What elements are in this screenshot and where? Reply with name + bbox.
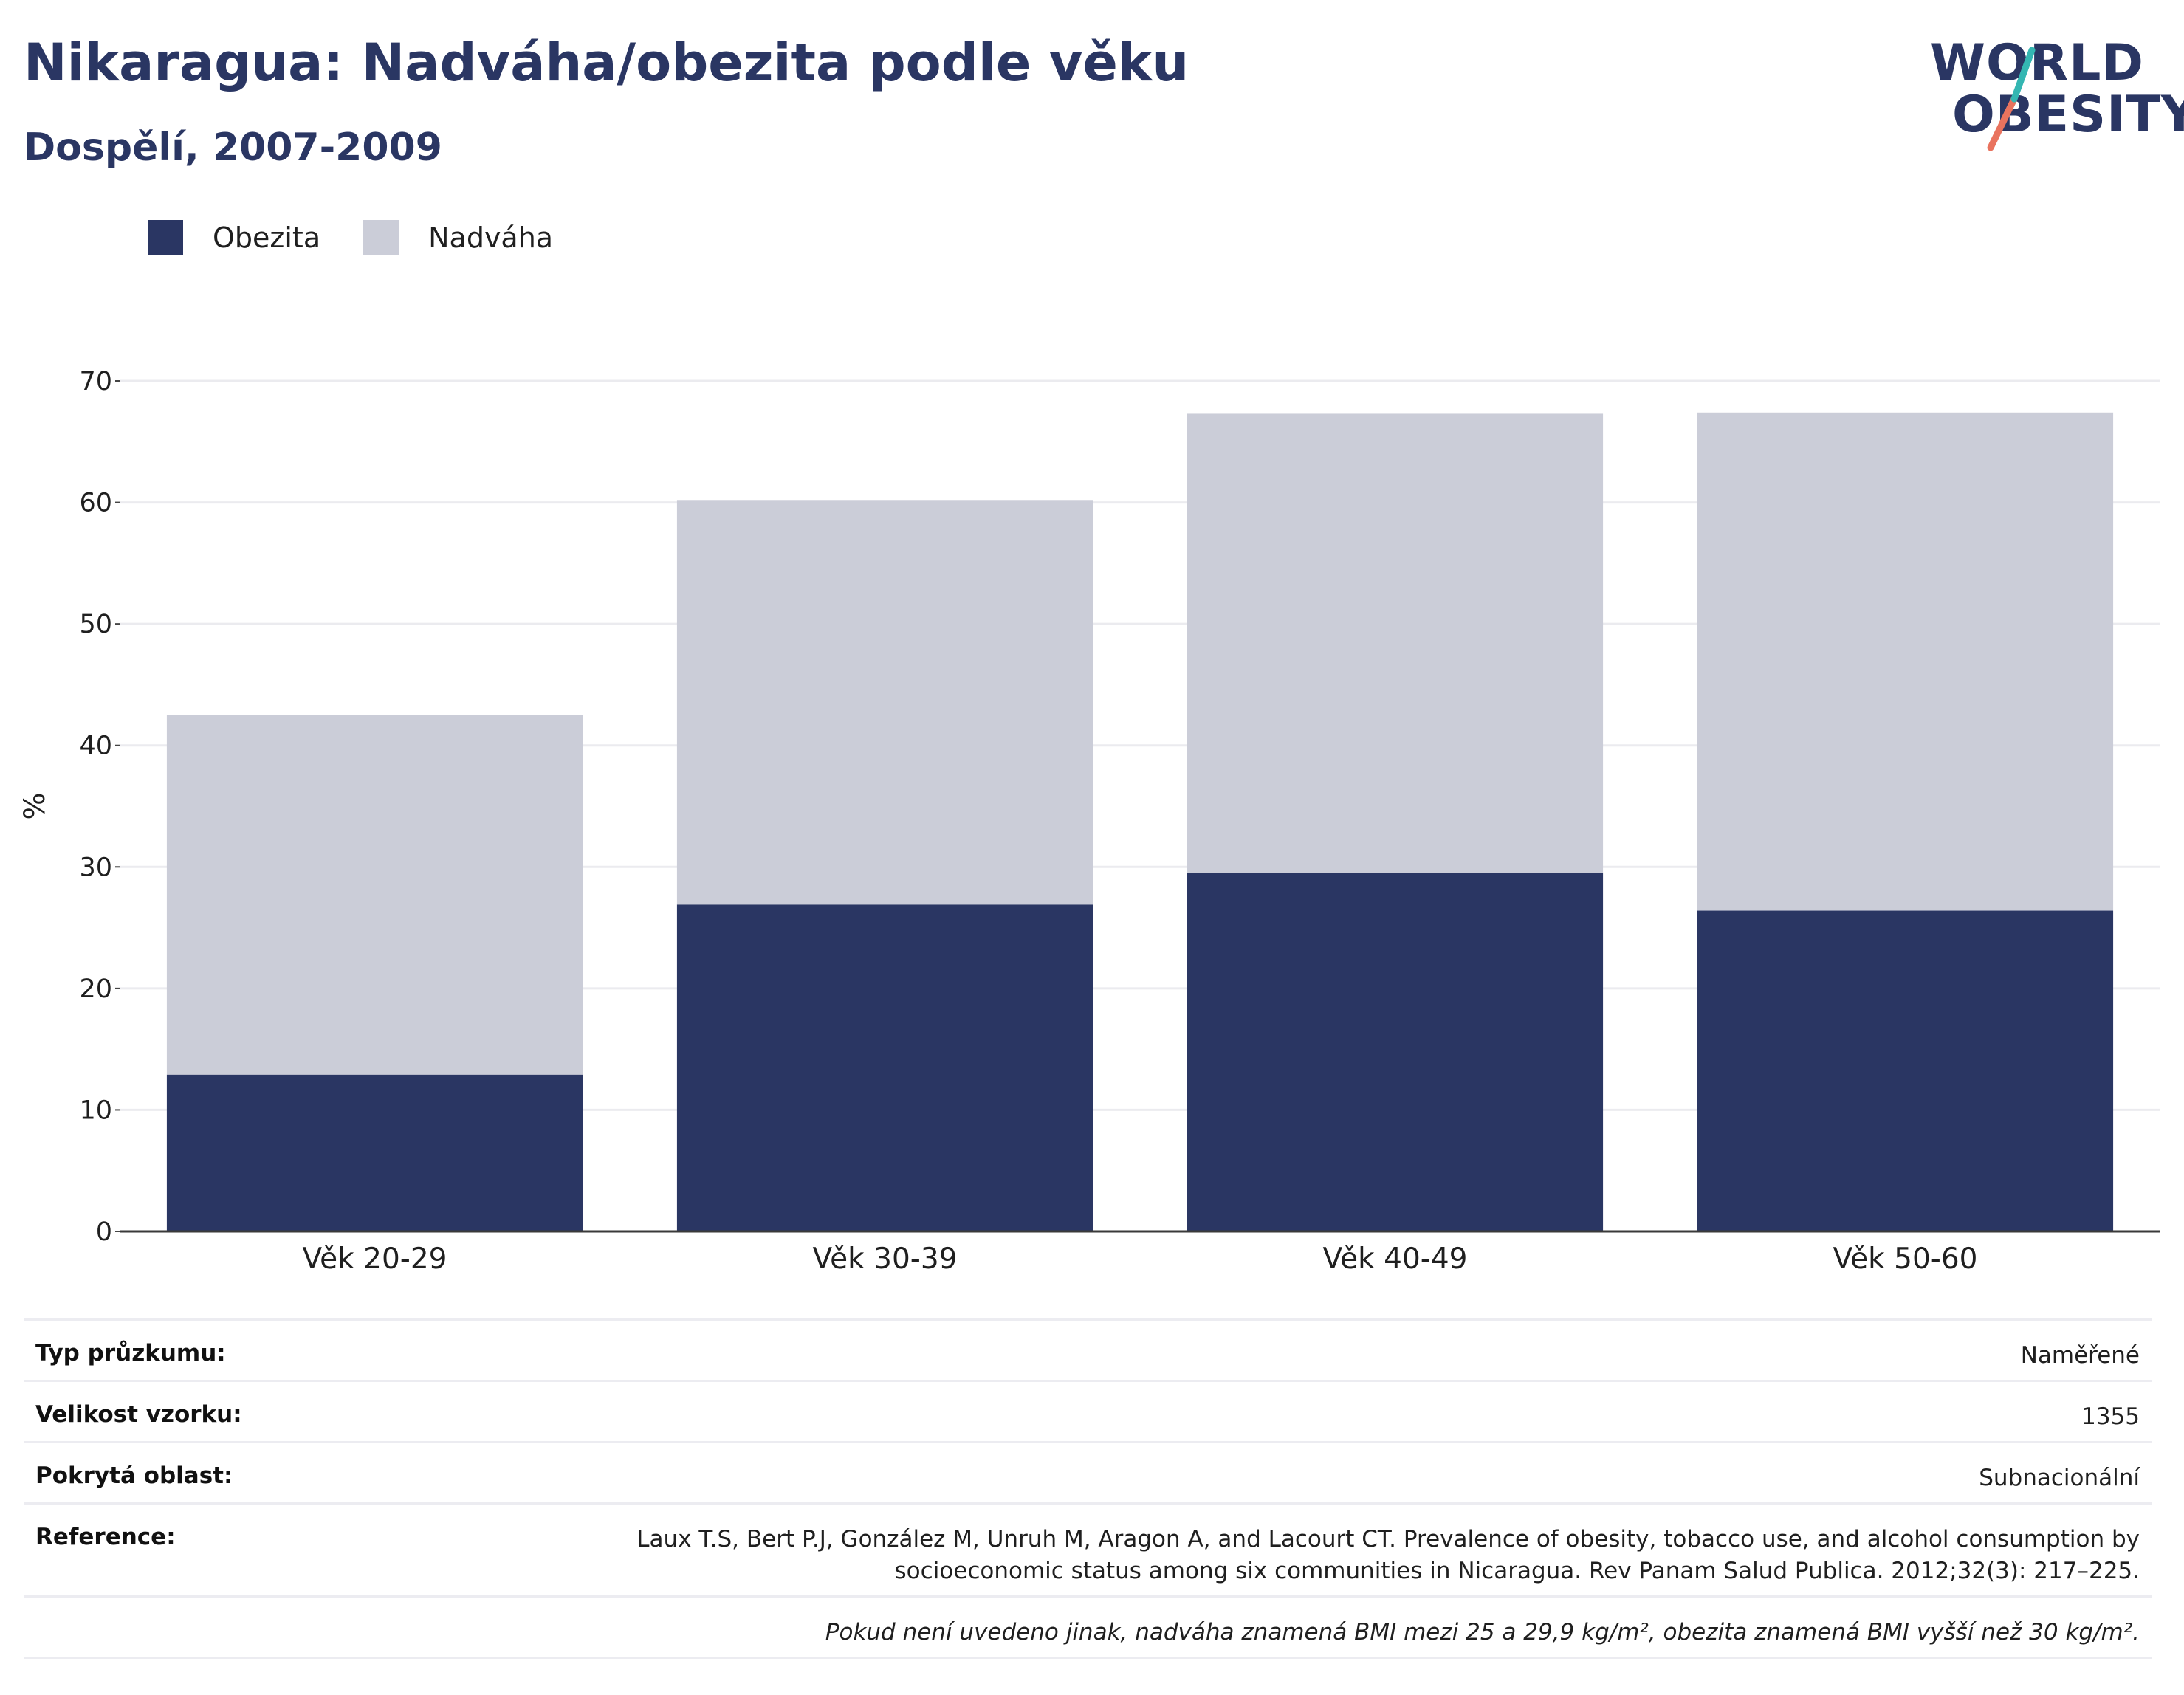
coverage-value: Subnacionální (1979, 1465, 2140, 1491)
reference-label: Reference: (35, 1524, 176, 1550)
info-row-note: Pokud není uvedeno jinak, nadváha znamen… (24, 1595, 2152, 1657)
logo-text-world: WORLD (1930, 34, 2144, 92)
chart-legend: Obezita Nadváha (148, 220, 596, 255)
reference-value: Laux T.S, Bert P.J, González M, Unruh M,… (636, 1524, 2140, 1587)
world-obesity-logo: WORLD OBESITY (1920, 22, 2184, 162)
x-category-label: Věk 50-60 (1833, 1242, 1978, 1276)
table-bottom-rule (24, 1657, 2152, 1659)
coverage-label: Pokrytá oblast: (35, 1462, 233, 1489)
info-row-coverage: Pokrytá oblast: Subnacionální (24, 1441, 2152, 1502)
y-tick-label: 10 (79, 1096, 112, 1125)
bmi-note: Pokud není uvedeno jinak, nadváha znamen… (825, 1619, 2140, 1646)
chart-subtitle: Dospělí, 2007-2009 (24, 126, 442, 170)
legend-swatch-obezita (148, 220, 183, 255)
bar-obezita-4 (1697, 910, 2114, 1231)
info-row-survey-type: Typ průzkumu: Naměřené (24, 1318, 2152, 1380)
reference-line-2: socioeconomic status among six communiti… (894, 1558, 2140, 1584)
survey-type-label: Typ průzkumu: (35, 1340, 226, 1366)
legend-item-obezita: Obezita (148, 220, 320, 255)
bar-obezita-1 (166, 1074, 583, 1231)
y-tick-label: 70 (79, 367, 112, 396)
survey-info-table: Typ průzkumu: Naměřené Velikost vzorku: … (24, 1318, 2152, 1659)
legend-item-nadvaha: Nadváha (363, 220, 553, 255)
legend-swatch-nadvaha (363, 220, 399, 255)
reference-line-1: Laux T.S, Bert P.J, González M, Unruh M,… (636, 1526, 2140, 1553)
chart-title: Nikaragua: Nadváha/obezita podle věku (24, 32, 1189, 93)
y-tick-label: 40 (79, 732, 112, 761)
y-tick-label: 30 (79, 853, 112, 882)
x-category-label: Věk 40-49 (1323, 1242, 1468, 1276)
info-row-reference: Reference: Laux T.S, Bert P.J, González … (24, 1502, 2152, 1595)
x-category-label: Věk 20-29 (303, 1242, 447, 1276)
y-tick-label: 50 (79, 610, 112, 639)
logo-text-obesity: OBESITY (1952, 86, 2184, 144)
logo-slash-icon (1987, 47, 2036, 151)
bar-nadváha-2 (676, 500, 1093, 905)
stacked-bar-chart: 0 10 20 30 40 50 60 70 Věk 20-29 Věk 30-39 Věk 40-… (18, 367, 2160, 1276)
y-axis-label: % (18, 792, 52, 819)
bar-obezita-3 (1187, 873, 1604, 1231)
legend-label-obezita: Obezita (213, 221, 321, 254)
sample-size-value: 1355 (2081, 1403, 2140, 1430)
y-tick-label: 0 (96, 1217, 112, 1247)
y-tick-label: 20 (79, 974, 112, 1004)
legend-label-nadvaha: Nadváha (428, 221, 554, 254)
x-category-label: Věk 30-39 (813, 1242, 958, 1276)
info-row-sample-size: Velikost vzorku: 1355 (24, 1380, 2152, 1441)
bar-nadváha-1 (166, 715, 583, 1075)
bars (166, 412, 2114, 1231)
axes: 0 10 20 30 40 50 60 70 Věk 20-29 Věk 30-39 Věk 40-… (79, 367, 2160, 1276)
bar-nadváha-4 (1697, 412, 2114, 911)
bar-obezita-2 (676, 904, 1093, 1231)
bar-nadváha-3 (1187, 413, 1604, 873)
y-tick-label: 60 (79, 489, 112, 518)
survey-type-value: Naměřené (2020, 1342, 2140, 1369)
sample-size-label: Velikost vzorku: (35, 1401, 242, 1428)
